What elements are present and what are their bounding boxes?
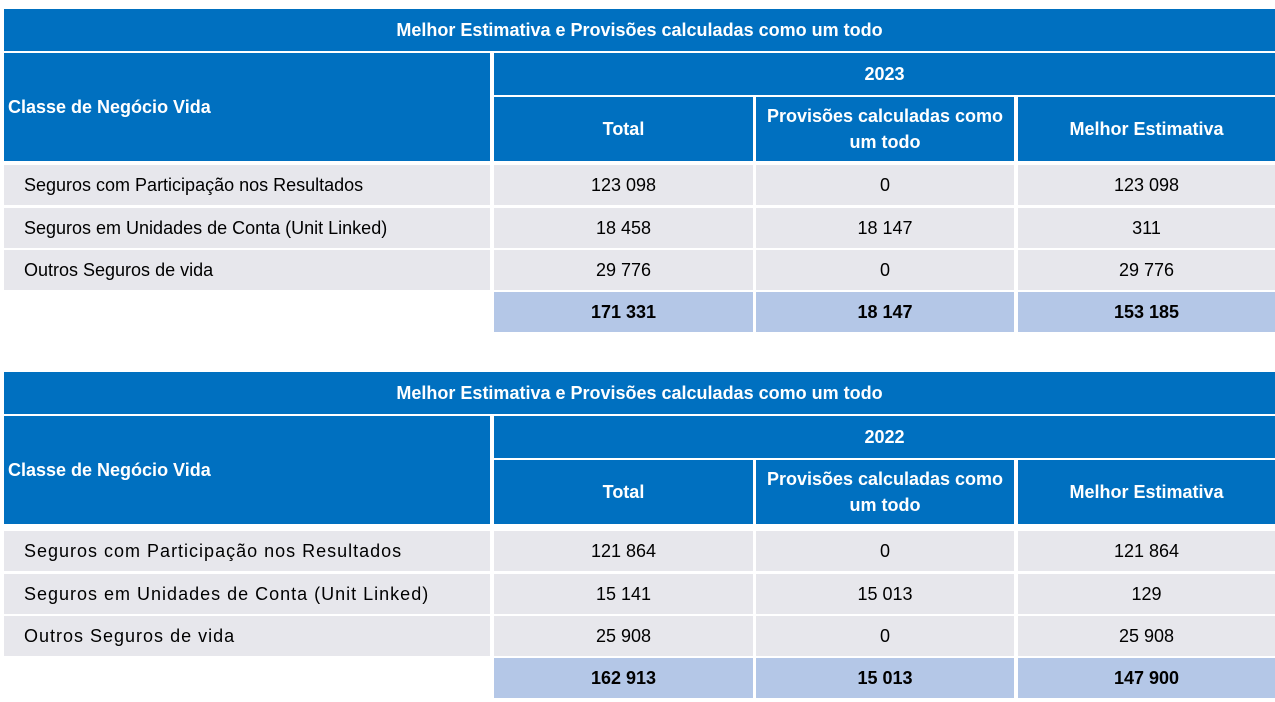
total-cell-total: 171 331 [494, 292, 753, 332]
total-cell-provisoes: 18 147 [756, 292, 1014, 332]
cell-total: 123 098 [494, 165, 753, 205]
column-header-total: Total [494, 460, 753, 524]
class-header: Classe de Negócio Vida [4, 53, 490, 161]
cell-total: 25 908 [494, 616, 753, 656]
total-cell-melhor-estimativa: 153 185 [1018, 292, 1275, 332]
cell-provisoes: 0 [756, 165, 1014, 205]
table-title: Melhor Estimativa e Provisões calculadas… [4, 372, 1275, 414]
cell-melhor-estimativa: 129 [1018, 574, 1275, 614]
total-cell-total: 162 913 [494, 658, 753, 698]
year-header: 2022 [494, 416, 1275, 458]
cell-total: 29 776 [494, 250, 753, 290]
column-header-melhor-estimativa: Melhor Estimativa [1018, 97, 1275, 161]
column-header-melhor-estimativa: Melhor Estimativa [1018, 460, 1275, 524]
column-header-provisoes: Provisões calculadas como um todo [756, 460, 1014, 524]
cell-total: 121 864 [494, 531, 753, 571]
table-title: Melhor Estimativa e Provisões calculadas… [4, 9, 1275, 51]
column-header-total: Total [494, 97, 753, 161]
cell-provisoes: 0 [756, 250, 1014, 290]
cell-melhor-estimativa: 123 098 [1018, 165, 1275, 205]
cell-provisoes: 15 013 [756, 574, 1014, 614]
row-label: Seguros com Participação nos Resultados [4, 531, 490, 571]
total-cell-melhor-estimativa: 147 900 [1018, 658, 1275, 698]
cell-melhor-estimativa: 311 [1018, 208, 1275, 248]
row-label: Seguros em Unidades de Conta (Unit Linke… [4, 208, 490, 248]
cell-provisoes: 18 147 [756, 208, 1014, 248]
cell-melhor-estimativa: 29 776 [1018, 250, 1275, 290]
cell-total: 15 141 [494, 574, 753, 614]
total-cell-provisoes: 15 013 [756, 658, 1014, 698]
cell-melhor-estimativa: 25 908 [1018, 616, 1275, 656]
year-header: 2023 [494, 53, 1275, 95]
cell-melhor-estimativa: 121 864 [1018, 531, 1275, 571]
column-header-provisoes: Provisões calculadas como um todo [756, 97, 1014, 161]
class-header: Classe de Negócio Vida [4, 416, 490, 524]
row-label: Outros Seguros de vida [4, 250, 490, 290]
row-label: Seguros com Participação nos Resultados [4, 165, 490, 205]
row-label: Outros Seguros de vida [4, 616, 490, 656]
cell-provisoes: 0 [756, 616, 1014, 656]
row-label: Seguros em Unidades de Conta (Unit Linke… [4, 574, 490, 614]
cell-total: 18 458 [494, 208, 753, 248]
cell-provisoes: 0 [756, 531, 1014, 571]
